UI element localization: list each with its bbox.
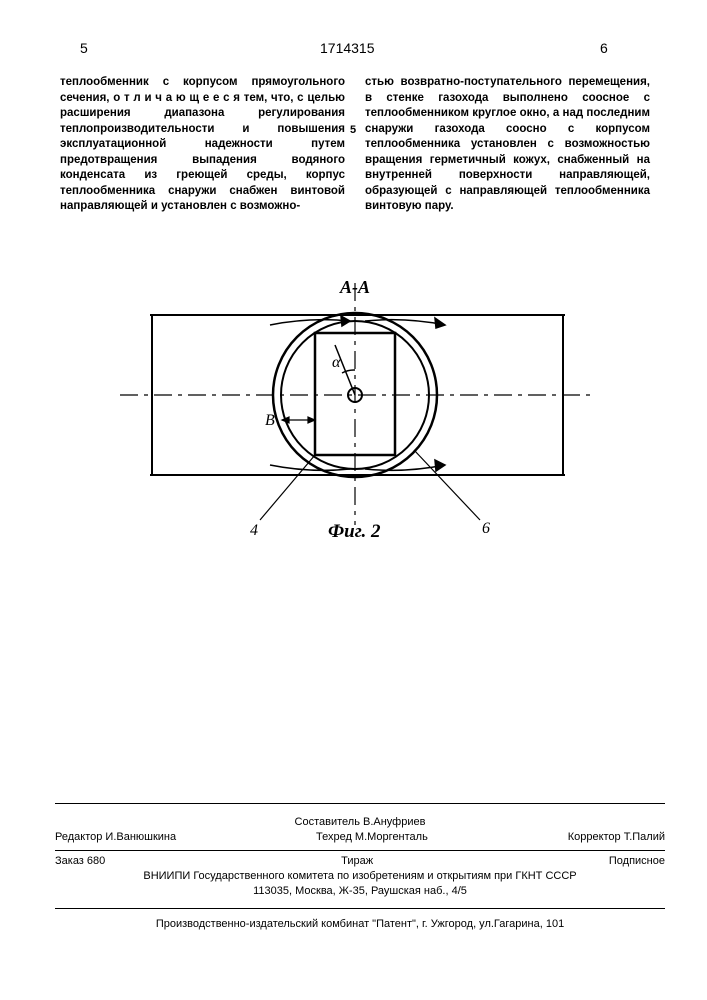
flow-arrow-top-right (365, 318, 445, 328)
margin-line-number: 5 (350, 123, 356, 138)
tirazh-line: Тираж (341, 854, 373, 869)
compiler-line: Составитель В.Ануфриев (55, 815, 665, 830)
figure-caption: Фиг. 2 (328, 521, 381, 542)
leader-4 (260, 455, 315, 520)
b-label: В (265, 412, 275, 429)
podpisnoe-line: Подписное (609, 854, 665, 869)
publication-block: Заказ 680 Тираж Подписное ВНИИПИ Государ… (55, 854, 665, 899)
footer-line: Производственно-издательский комбинат "П… (55, 918, 665, 930)
tehred-line: Техред М.Моргенталь (316, 830, 428, 845)
column-right: стью возвратно-поступательного перемещен… (365, 75, 650, 215)
alpha-label: α (332, 354, 341, 371)
org-line-2: 113035, Москва, Ж-35, Раушская наб., 4/5 (55, 884, 665, 899)
divider-top (55, 803, 665, 804)
document-number: 1714315 (320, 40, 375, 56)
order-line: Заказ 680 (55, 854, 105, 869)
b-dimension (282, 417, 315, 423)
page-num-left: 5 (80, 40, 88, 56)
credits-block: Составитель В.Ануфриев Редактор И.Ванюшк… (55, 815, 665, 845)
flow-arrow-top-left (270, 316, 350, 326)
ref-4-label: 4 (250, 522, 258, 539)
leader-6 (414, 450, 480, 520)
column-left: теплообменник с корпусом прямоугольного … (60, 75, 345, 215)
divider-mid (55, 850, 665, 851)
org-line-1: ВНИИПИ Государственного комитета по изоб… (55, 869, 665, 884)
corrector-line: Корректор Т.Палий (568, 830, 665, 845)
editor-line: Редактор И.Ванюшкина (55, 830, 176, 845)
figure-2: А-А α (110, 275, 600, 555)
page-num-right: 6 (600, 40, 608, 56)
divider-bottom (55, 908, 665, 909)
ref-6-label: 6 (482, 520, 490, 537)
